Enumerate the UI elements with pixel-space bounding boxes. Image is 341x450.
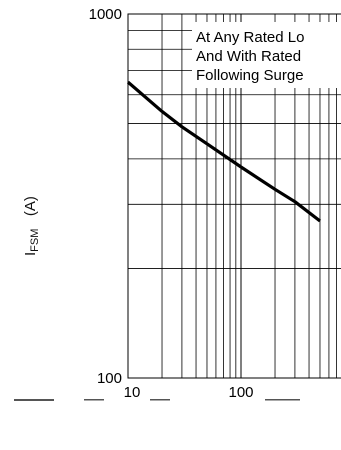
y-tick-label: 1000: [89, 6, 122, 23]
annotation-line: At Any Rated Lo: [196, 29, 304, 46]
y-axis-label-symbol: I: [22, 251, 39, 256]
y-axis-label: IFSM (A): [22, 196, 52, 260]
scan-artifacts: [14, 399, 300, 401]
series-line: [126, 80, 321, 223]
x-tick-label: 100: [228, 384, 253, 401]
y-axis-label-unit: (A): [22, 196, 39, 217]
y-axis-label-subscript: FSM: [29, 228, 41, 252]
annotation-background: [192, 22, 341, 88]
y-tick-label: 100: [97, 370, 122, 387]
annotation-text: At Any Rated Lo And With Rated Following S…: [196, 29, 304, 84]
annotation-line: And With Rated: [196, 48, 301, 65]
x-tick-labels: 10 100: [124, 384, 254, 401]
plot-frame: [127, 13, 341, 379]
annotation-line: Following Surge: [196, 67, 304, 84]
y-tick-labels: 1000 100: [89, 6, 122, 387]
x-tick-label: 10: [124, 384, 141, 401]
